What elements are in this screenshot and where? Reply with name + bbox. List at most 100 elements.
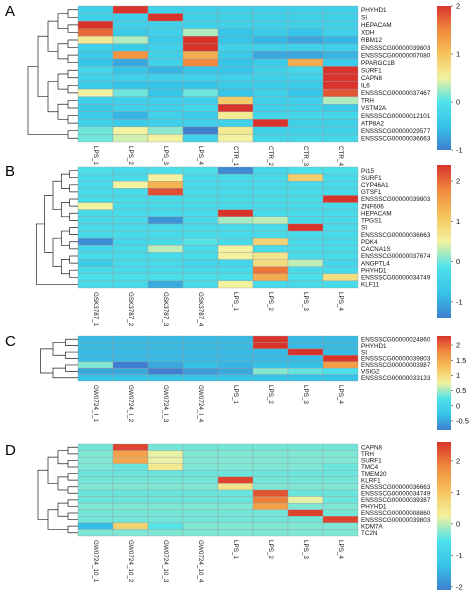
heatmap-cell <box>322 367 359 375</box>
heatmap-cell <box>217 58 254 67</box>
heatmap-cell <box>182 348 219 356</box>
heatmap-cell <box>322 51 359 60</box>
heatmap-cell <box>147 223 184 232</box>
heatmap-cell <box>322 104 359 112</box>
heatmap-cell <box>217 280 254 289</box>
heatmap-cell <box>252 96 289 105</box>
heatmap-cell <box>77 195 114 203</box>
row-label: ENSSSCG00000036663 <box>361 135 431 142</box>
heatmap-cell <box>287 456 324 464</box>
heatmap-cell <box>322 450 359 458</box>
row-label: ENSSSCG00000039803 <box>361 517 431 524</box>
heatmap-cell <box>147 348 184 356</box>
heatmap-cell <box>287 509 324 517</box>
colorbar-tick-label: -2 <box>456 582 463 591</box>
heatmap-cell <box>77 202 114 210</box>
heatmap-cell <box>252 195 289 203</box>
heatmap-cell <box>147 166 184 175</box>
heatmap-cell <box>217 73 254 82</box>
heatmap-cell <box>147 119 184 128</box>
dendrogram-branch <box>57 476 68 491</box>
row-label: TRH <box>361 98 374 105</box>
heatmap-cell <box>287 245 324 253</box>
heatmap-cell <box>287 173 324 182</box>
heatmap-cell <box>182 126 219 135</box>
row-label: RBM12 <box>361 37 382 44</box>
heatmap-cell <box>77 450 114 458</box>
heatmap-cell <box>287 58 324 67</box>
column-label: GW0724_I_1 <box>92 385 99 423</box>
row-label: PDK4 <box>361 239 378 246</box>
heatmap-cell <box>147 230 184 239</box>
dendrogram-branch <box>67 512 78 520</box>
heatmap-cell <box>182 450 219 458</box>
colorbar-tick-label: 1 <box>456 217 460 226</box>
heatmap-cell <box>322 496 359 504</box>
heatmap-cell <box>287 496 324 504</box>
heatmap-cell <box>182 166 219 175</box>
heatmap-cell <box>77 509 114 517</box>
heatmap-cell <box>217 335 254 343</box>
heatmap-cell <box>287 374 324 382</box>
heatmap-cell <box>322 463 359 471</box>
heatmap-cell <box>112 361 149 369</box>
heatmap-cell <box>182 522 219 530</box>
heatmap-cell <box>112 223 149 232</box>
heatmap-cell <box>287 483 324 491</box>
heatmap-cell <box>287 28 324 37</box>
heatmap-cell <box>77 96 114 105</box>
heatmap-cell <box>322 252 359 260</box>
heatmap-cell <box>147 476 184 484</box>
panel-letter: A <box>5 3 15 20</box>
heatmap-cell <box>147 522 184 530</box>
heatmap-cell <box>182 43 219 52</box>
heatmap-cell <box>77 134 114 143</box>
heatmap-cell <box>182 470 219 478</box>
heatmap-cell <box>147 483 184 491</box>
heatmap-cell <box>182 81 219 90</box>
heatmap-cell <box>77 230 114 239</box>
heatmap-cell <box>182 173 219 182</box>
colorbar-tick-label: -1 <box>456 297 463 306</box>
row-label: XDH <box>361 30 375 37</box>
row-label: CACNA1S <box>361 246 391 253</box>
heatmap-cell <box>147 126 184 135</box>
heatmap-cell <box>147 13 184 22</box>
heatmap-cell <box>182 273 219 282</box>
heatmap-cell <box>147 280 184 289</box>
heatmap-cell <box>112 522 149 530</box>
heatmap-cell <box>252 522 289 530</box>
heatmap-cell <box>217 273 254 282</box>
heatmap-cell <box>112 188 149 196</box>
heatmap-cell <box>112 273 149 282</box>
heatmap-cell <box>182 202 219 210</box>
heatmap-cell <box>77 529 114 537</box>
column-label: LPS_4 <box>197 146 204 165</box>
heatmap-cell <box>77 126 114 135</box>
dendrogram-branch <box>37 35 48 98</box>
row-label: TMEM20 <box>361 471 387 478</box>
heatmap-cell <box>77 188 114 196</box>
heatmap-cell <box>147 252 184 260</box>
heatmap-cell <box>77 489 114 497</box>
heatmap-cell <box>322 58 359 67</box>
heatmap-cell <box>252 166 289 175</box>
heatmap-cell <box>287 81 324 90</box>
dendrogram-branch <box>67 460 78 468</box>
heatmap-cell <box>147 361 184 369</box>
dendrogram-branch <box>69 170 78 179</box>
heatmap-cell <box>322 522 359 530</box>
heatmap-cell <box>112 202 149 210</box>
row-label: ENSSSCG00000008860 <box>361 510 431 517</box>
heatmap-cell <box>147 96 184 105</box>
heatmap-cell <box>147 111 184 120</box>
heatmap-cell <box>77 58 114 67</box>
dendrogram-branch <box>67 39 78 48</box>
heatmap-cell <box>252 259 289 267</box>
heatmap-cell <box>112 111 149 120</box>
heatmap-cell <box>77 36 114 44</box>
heatmap-cell <box>217 259 254 267</box>
dendrogram-branch <box>47 81 58 113</box>
heatmap-cell <box>112 259 149 267</box>
dendrogram-branch <box>69 241 78 250</box>
